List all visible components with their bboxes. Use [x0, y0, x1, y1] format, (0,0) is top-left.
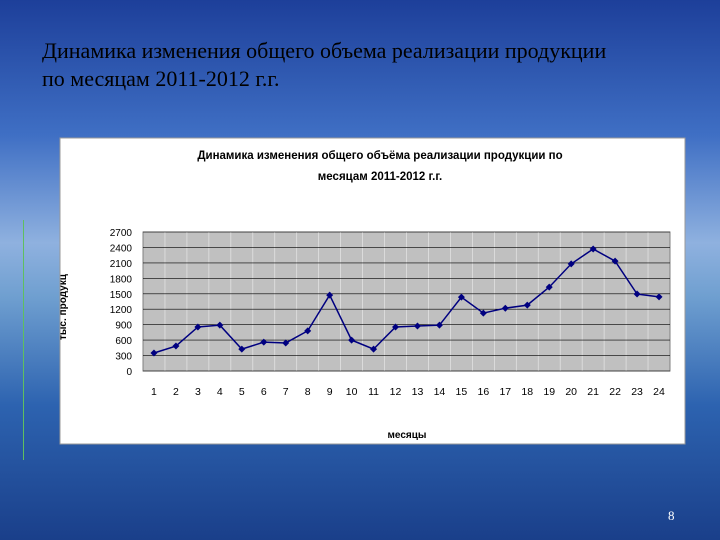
x-tick-label: 2	[173, 386, 179, 398]
x-tick-label: 21	[587, 386, 599, 398]
x-tick-label: 16	[478, 386, 490, 398]
y-tick-label: 300	[115, 352, 132, 363]
y-axis-title: тыс. продукц	[58, 273, 69, 340]
marker	[370, 345, 378, 353]
x-tick-label: 19	[543, 386, 555, 398]
y-tick-label: 2400	[110, 243, 133, 254]
marker	[326, 291, 334, 299]
chart-title: месяцам 2011-2012 г.г.	[318, 171, 442, 183]
x-tick-label: 3	[195, 386, 201, 398]
marker	[282, 339, 290, 347]
x-tick-label: 13	[412, 386, 424, 398]
x-tick-label: 4	[217, 386, 223, 398]
y-tick-label: 0	[126, 367, 132, 378]
marker	[479, 309, 487, 317]
page-number: 8	[668, 508, 675, 523]
marker	[523, 301, 531, 309]
marker	[501, 304, 509, 312]
x-tick-label: 15	[456, 386, 468, 398]
x-tick-label: 17	[499, 386, 511, 398]
x-tick-label: 22	[609, 386, 621, 398]
marker	[172, 342, 180, 350]
marker	[457, 293, 465, 301]
line	[153, 248, 660, 354]
x-tick-label: 5	[239, 386, 245, 398]
marker	[655, 293, 663, 301]
x-tick-label: 10	[346, 386, 358, 398]
marker	[238, 345, 246, 353]
slide-title-line: Динамика изменения общего объема реализа…	[42, 38, 607, 63]
y-tick-label: 1200	[110, 305, 133, 316]
x-tick-label: 24	[653, 386, 665, 398]
slide-title-line: по месяцам 2011-2012 г.г.	[42, 66, 280, 91]
y-tick-label: 1800	[110, 274, 133, 285]
marker	[348, 336, 356, 344]
marker	[567, 260, 575, 268]
marker	[150, 349, 158, 357]
x-tick-label: 14	[434, 386, 446, 398]
y-tick-label: 2700	[110, 228, 133, 239]
marker	[589, 245, 597, 253]
x-tick-label: 1	[151, 386, 157, 398]
x-tick-label: 12	[390, 386, 402, 398]
marker	[435, 321, 443, 329]
x-tick-label: 18	[521, 386, 533, 398]
x-tick-label: 6	[261, 386, 267, 398]
marker	[194, 323, 202, 331]
marker	[413, 322, 421, 330]
marker	[216, 321, 224, 329]
x-tick-label: 11	[368, 386, 379, 398]
marker	[545, 283, 553, 291]
marker	[304, 327, 312, 335]
y-tick-label: 1500	[110, 290, 133, 301]
marker	[392, 323, 400, 331]
y-tick-label: 2100	[110, 259, 133, 270]
x-tick-label: 9	[327, 386, 333, 398]
x-axis-title: месяцы	[388, 430, 427, 441]
chart-title: Динамика изменения общего объёма реализа…	[197, 150, 562, 162]
y-tick-label: 900	[115, 321, 132, 332]
y-tick-label: 600	[115, 336, 132, 347]
x-tick-label: 23	[631, 386, 643, 398]
x-tick-label: 8	[305, 386, 311, 398]
marker	[611, 257, 619, 265]
marker	[260, 338, 268, 346]
decoration-line	[23, 220, 24, 460]
marker	[633, 290, 641, 298]
x-tick-label: 20	[565, 386, 577, 398]
x-tick-label: 7	[283, 386, 289, 398]
